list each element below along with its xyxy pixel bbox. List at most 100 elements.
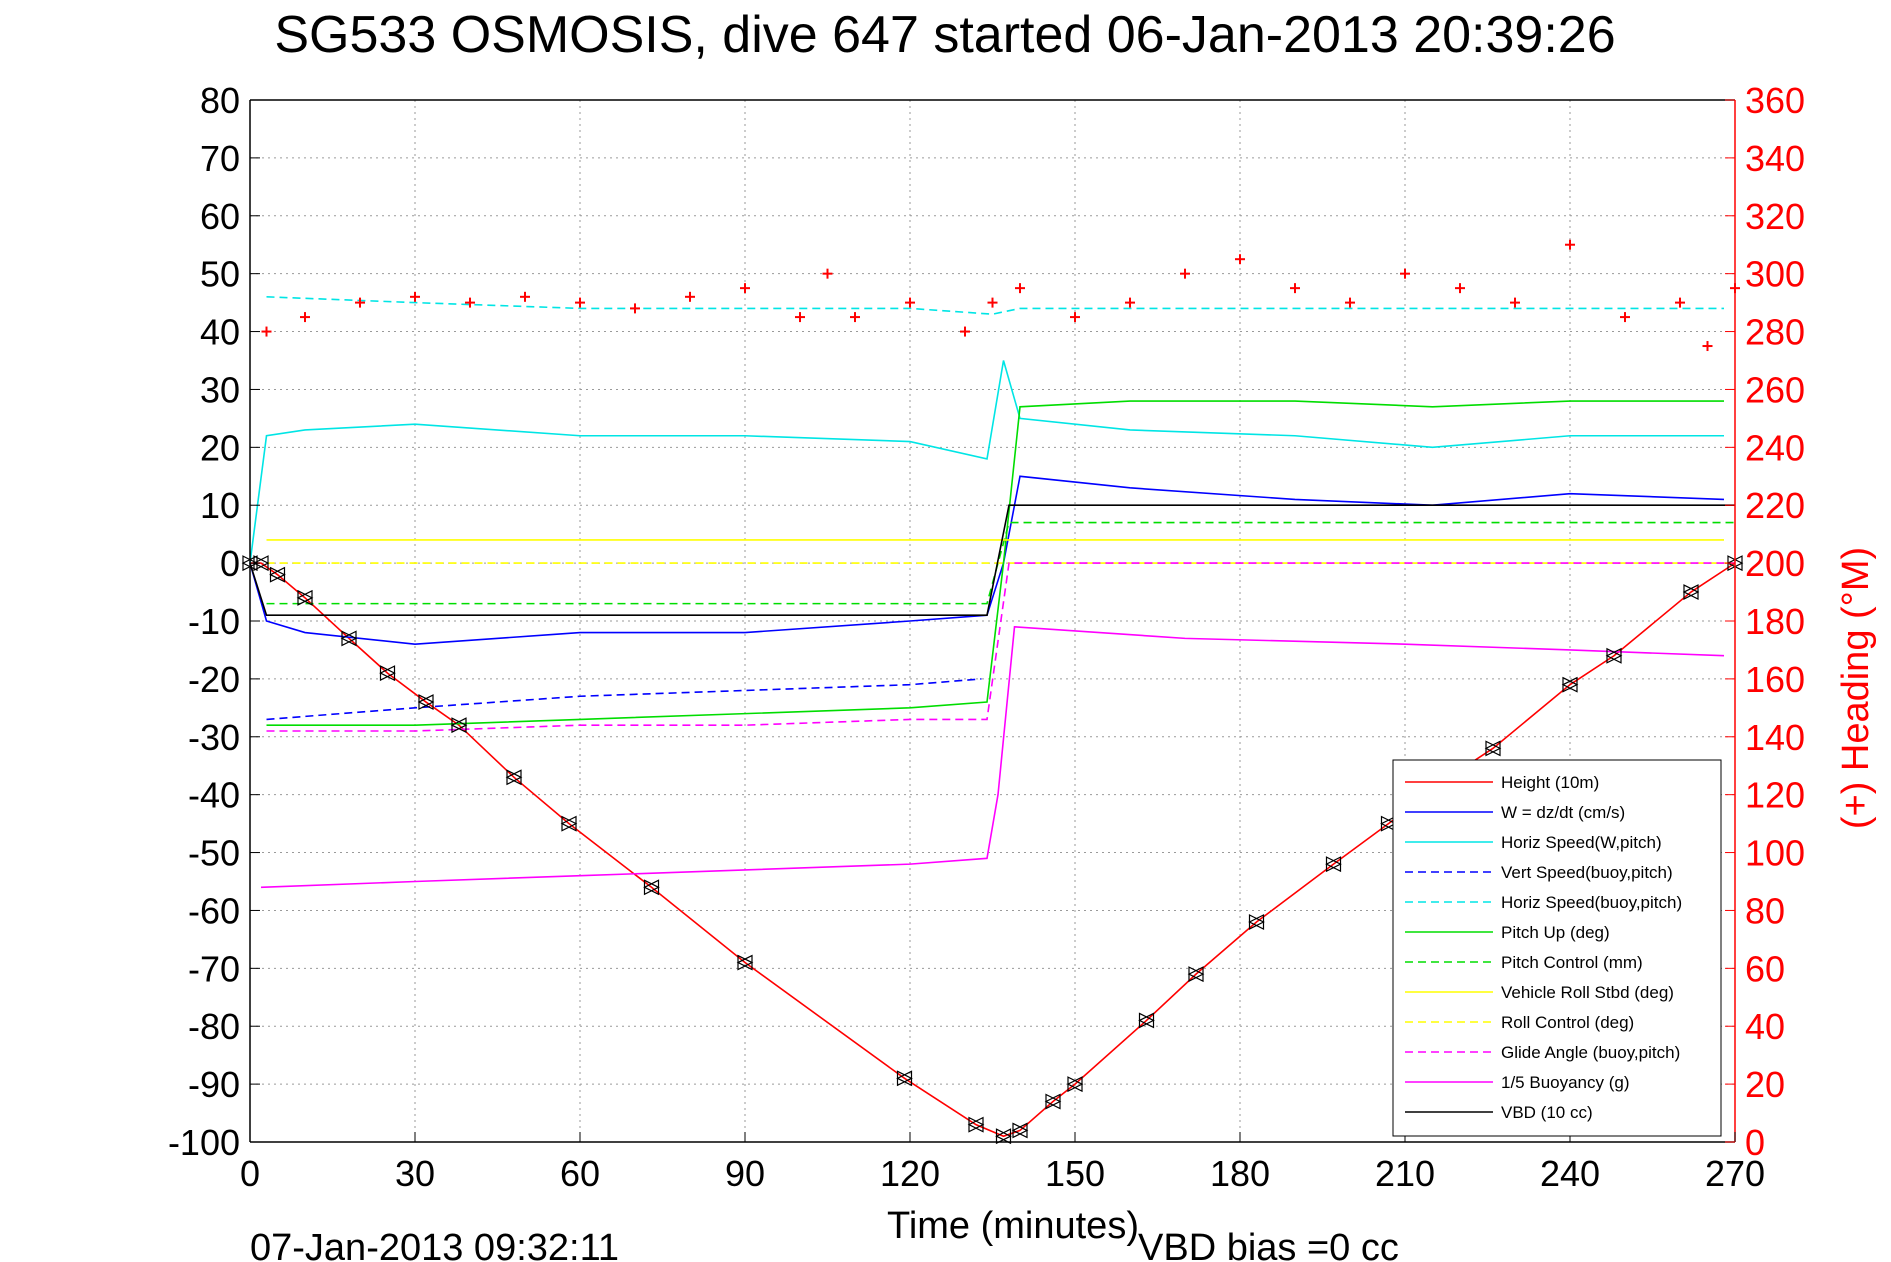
height-marker: [1682, 584, 1699, 601]
legend-entry: W = dz/dt (cm/s): [1501, 803, 1625, 822]
x-tick-label: 30: [395, 1153, 435, 1194]
height-marker: [896, 1070, 913, 1087]
y-tick-label: -50: [188, 833, 240, 874]
series-horiz-speed-buoy-pitch: [266, 296, 1724, 315]
x-tick-label: 180: [1210, 1153, 1270, 1194]
y2-tick-label: 100: [1745, 833, 1805, 874]
height-marker: [1325, 856, 1342, 873]
y-tick-label: 10: [200, 485, 240, 526]
legend-entry: VBD (10 cc): [1501, 1103, 1593, 1122]
y-tick-label: 30: [200, 369, 240, 410]
legend-entry: Glide Angle (buoy,pitch): [1501, 1043, 1680, 1062]
height-marker: [643, 879, 660, 896]
y2-tick-label: 220: [1745, 485, 1805, 526]
legend-entry: Pitch Control (mm): [1501, 953, 1643, 972]
height-marker: [252, 555, 269, 572]
height-marker: [560, 815, 577, 832]
timestamp-annotation: 07-Jan-2013 09:32:11: [250, 1227, 619, 1262]
height-marker: [379, 665, 396, 682]
y2-tick-label: 80: [1745, 890, 1785, 931]
x-axis-label: Time (minutes): [887, 1205, 1139, 1247]
y-tick-label: -90: [188, 1064, 240, 1105]
height-marker: [1484, 740, 1501, 757]
y2-tick-label: 0: [1745, 1122, 1765, 1163]
y2-tick-label: 360: [1745, 80, 1805, 121]
y-tick-label: -20: [188, 659, 240, 700]
legend-box: [1392, 759, 1722, 1137]
y-tick-label: -10: [188, 601, 240, 642]
y-tick-label: 40: [200, 312, 240, 353]
y2-tick-label: 20: [1745, 1064, 1785, 1105]
y2-axis-label: (+) Heading (°M): [1835, 547, 1877, 829]
y-tick-label: 80: [200, 80, 240, 121]
legend-entry: Pitch Up (deg): [1501, 923, 1610, 942]
legend-entry: 1/5 Buoyancy (g): [1501, 1073, 1630, 1092]
x-tick-label: 60: [560, 1153, 600, 1194]
y2-tick-label: 140: [1745, 717, 1805, 758]
x-tick-label: 120: [880, 1153, 940, 1194]
height-marker: [296, 589, 313, 606]
height-marker: [340, 630, 357, 647]
chart-title: SG533 OSMOSIS, dive 647 started 06-Jan-2…: [274, 6, 1615, 64]
y2-tick-label: 240: [1745, 427, 1805, 468]
y-tick-label: -60: [188, 890, 240, 931]
y2-tick-label: 40: [1745, 1006, 1785, 1047]
height-marker: [1044, 1093, 1061, 1110]
y-tick-label: 60: [200, 196, 240, 237]
legend-entry: Height (10m): [1501, 773, 1599, 792]
y2-tick-label: 300: [1745, 254, 1805, 295]
x-tick-label: 90: [725, 1153, 765, 1194]
legend-entry: Vehicle Roll Stbd (deg): [1501, 983, 1674, 1002]
height-marker: [1187, 966, 1204, 983]
y2-tick-label: 200: [1745, 543, 1805, 584]
y-tick-label: -80: [188, 1006, 240, 1047]
series-vbd-10-cc: [249, 504, 1735, 617]
height-marker: [1248, 914, 1265, 930]
height-marker: [269, 566, 286, 583]
height-marker: [967, 1116, 984, 1133]
y2-tick-label: 180: [1745, 601, 1805, 642]
y-tick-label: 70: [200, 138, 240, 179]
vbd-bias-annotation: VBD bias =0 cc: [1138, 1227, 1399, 1262]
height-marker: [505, 769, 522, 786]
y2-tick-label: 120: [1745, 775, 1805, 816]
height-marker: [736, 954, 753, 971]
y-tick-label: -100: [168, 1122, 240, 1163]
series-pitch-up-deg: [266, 400, 1724, 727]
series-1-5-buoyancy-g: [260, 625, 1725, 889]
x-tick-label: 270: [1705, 1153, 1765, 1194]
legend-entry: Horiz Speed(W,pitch): [1501, 833, 1662, 852]
height-marker: [995, 1128, 1012, 1145]
x-tick-label: 150: [1045, 1153, 1105, 1194]
height-marker: [1138, 1012, 1155, 1029]
series-vert-speed-buoy-pitch: [266, 678, 982, 721]
y-tick-label: -70: [188, 948, 240, 989]
series-horiz-speed-w-pitch: [249, 360, 1724, 564]
axes: 0 30 60 90 120 150 180 210 240 270-100-90-80-70-6…: [168, 80, 1805, 1194]
height-marker: [1011, 1122, 1028, 1139]
height-marker: [1066, 1076, 1083, 1093]
y2-tick-label: 340: [1745, 138, 1805, 179]
y2-tick-label: 160: [1745, 659, 1805, 700]
legend-entry: Vert Speed(buoy,pitch): [1501, 863, 1673, 882]
height-marker: [1561, 676, 1578, 693]
legend-entry: Horiz Speed(buoy,pitch): [1501, 893, 1682, 912]
y-tick-label: 20: [200, 427, 240, 468]
height-marker: [450, 717, 467, 734]
x-tick-label: 240: [1540, 1153, 1600, 1194]
legend-entry: Roll Control (deg): [1501, 1013, 1634, 1032]
height-marker: [1605, 647, 1622, 664]
heading-markers: [261, 239, 1740, 352]
y2-tick-label: 260: [1745, 369, 1805, 410]
series-glide-angle-buoy-pitch: [266, 562, 1735, 732]
y-tick-label: 0: [220, 543, 240, 584]
legend: Height (10m) W = dz/dt (cm/s) Horiz Speed(…: [1392, 759, 1722, 1137]
y-tick-label: -30: [188, 717, 240, 758]
y2-tick-label: 320: [1745, 196, 1805, 237]
y-tick-label: 50: [200, 254, 240, 295]
x-tick-label: 210: [1375, 1153, 1435, 1194]
y2-tick-label: 60: [1745, 948, 1785, 989]
y-tick-label: -40: [188, 775, 240, 816]
x-tick-label: 0: [240, 1153, 260, 1194]
